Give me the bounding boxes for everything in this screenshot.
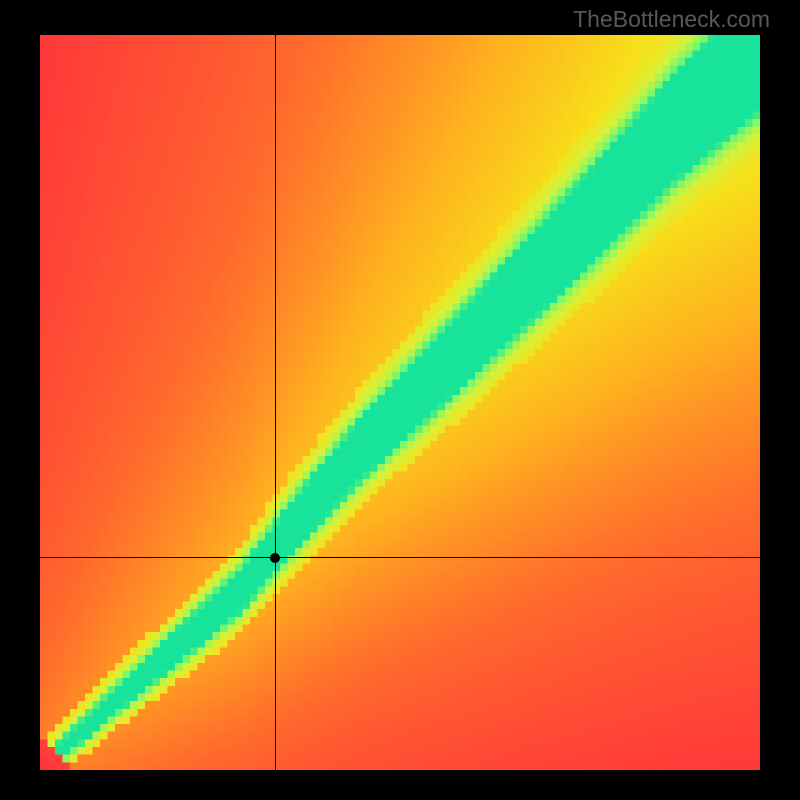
crosshair-vertical: [275, 35, 276, 770]
watermark-attribution: TheBottleneck.com: [573, 6, 770, 33]
bottleneck-heatmap: [40, 35, 760, 770]
crosshair-horizontal: [40, 557, 760, 558]
data-point-marker: [270, 553, 280, 563]
